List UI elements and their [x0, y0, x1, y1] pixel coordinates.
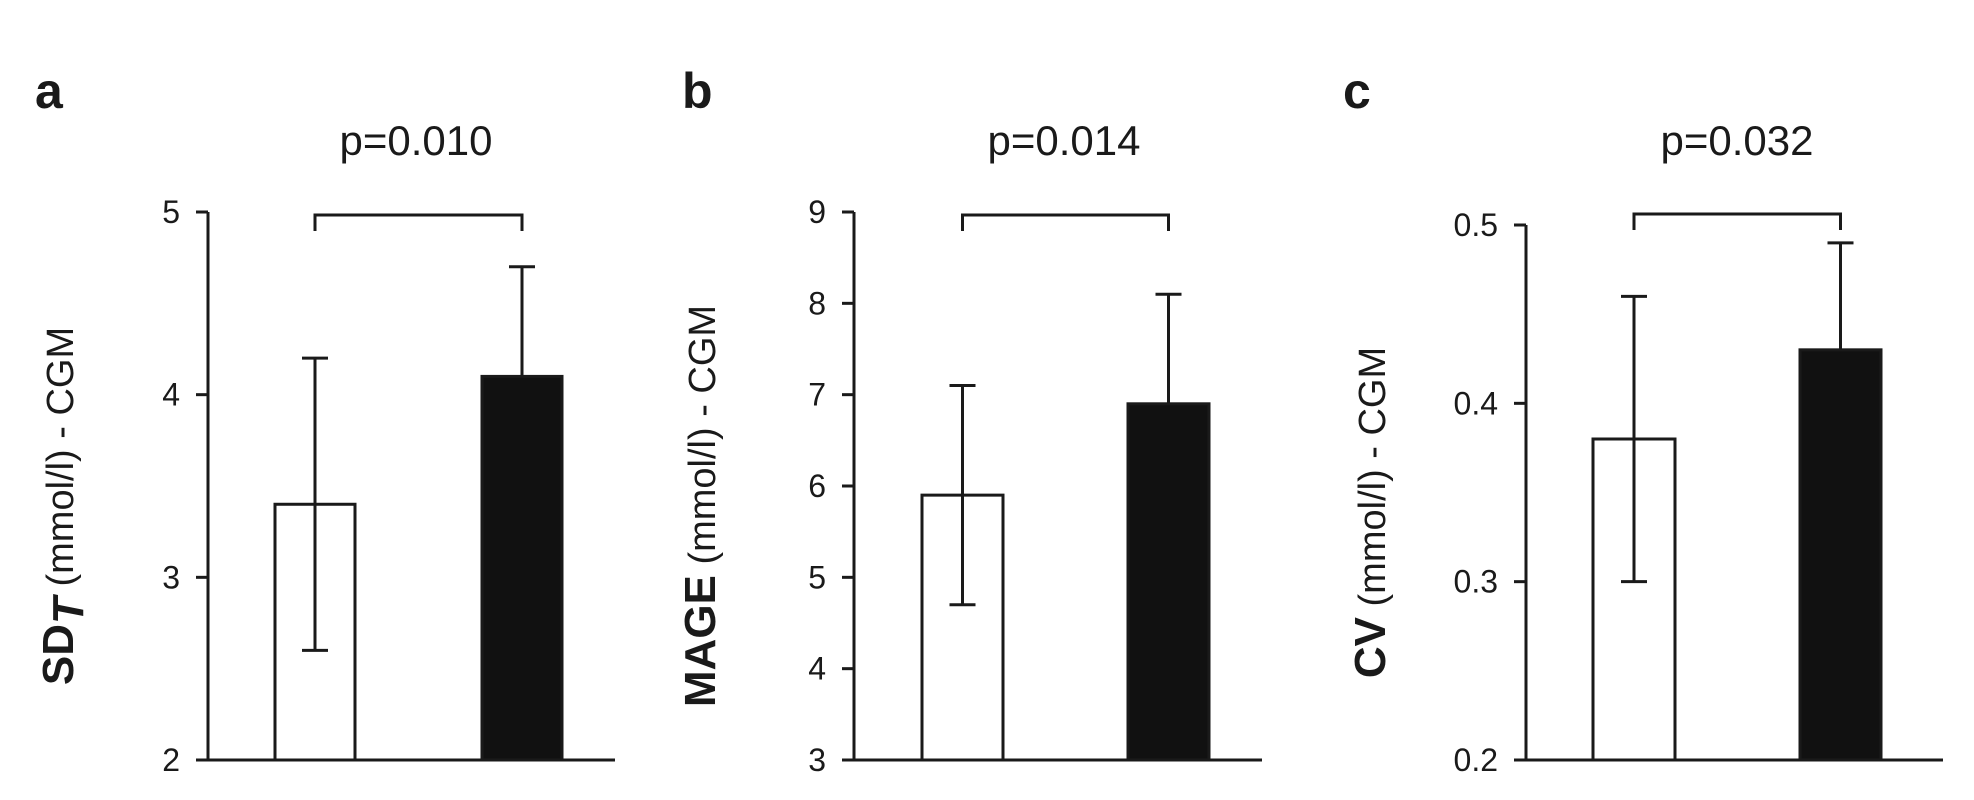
- y-tick-label: 3: [162, 559, 180, 595]
- p-value-label: p=0.010: [340, 117, 493, 164]
- y-tick-label: 4: [808, 651, 826, 687]
- bar-2: [1798, 348, 1883, 762]
- y-tick-label: 5: [808, 559, 826, 595]
- y-tick-label: 0.5: [1454, 207, 1498, 243]
- y-axis-label: CV (mmol/l) - CGM: [1346, 347, 1395, 678]
- panel-letter: b: [682, 63, 713, 119]
- bar-2: [1126, 402, 1211, 762]
- y-tick-label: 7: [808, 377, 826, 413]
- y-tick-label: 4: [162, 377, 180, 413]
- significance-bracket: [313, 213, 524, 231]
- bar-2: [480, 374, 564, 762]
- significance-bracket: [1632, 212, 1842, 230]
- y-tick-label: 6: [808, 468, 826, 504]
- y-axis-label: MAGE (mmol/l) - CGM: [676, 305, 725, 707]
- y-axis-label-metric: CV: [1346, 616, 1395, 678]
- y-tick-label: 0.3: [1454, 564, 1498, 600]
- panel-letter: c: [1343, 63, 1371, 119]
- y-tick-label: 0.4: [1454, 385, 1498, 421]
- y-axis-label-unit: (mmol/l) - CGM: [682, 305, 724, 575]
- p-value-label: p=0.032: [1661, 117, 1814, 164]
- y-tick-label: 9: [808, 194, 826, 230]
- y-tick-label: 2: [162, 742, 180, 778]
- p-value-label: p=0.014: [988, 117, 1141, 164]
- y-axis-label-metric: SD: [34, 624, 83, 685]
- y-tick-label: 0.2: [1454, 742, 1498, 778]
- y-tick-label: 8: [808, 285, 826, 321]
- y-tick-label: 3: [808, 742, 826, 778]
- y-axis-label-unit: (mmol/l) - CGM: [40, 327, 82, 597]
- y-axis-label-subscript: T: [44, 594, 93, 624]
- y-axis-label: SDT (mmol/l) - CGM: [34, 327, 93, 685]
- y-axis-label-unit: (mmol/l) - CGM: [1352, 347, 1394, 617]
- y-tick-label: 5: [162, 194, 180, 230]
- panel-letter: a: [35, 63, 64, 119]
- significance-bracket: [961, 213, 1170, 231]
- y-axis-label-metric: MAGE: [676, 575, 725, 707]
